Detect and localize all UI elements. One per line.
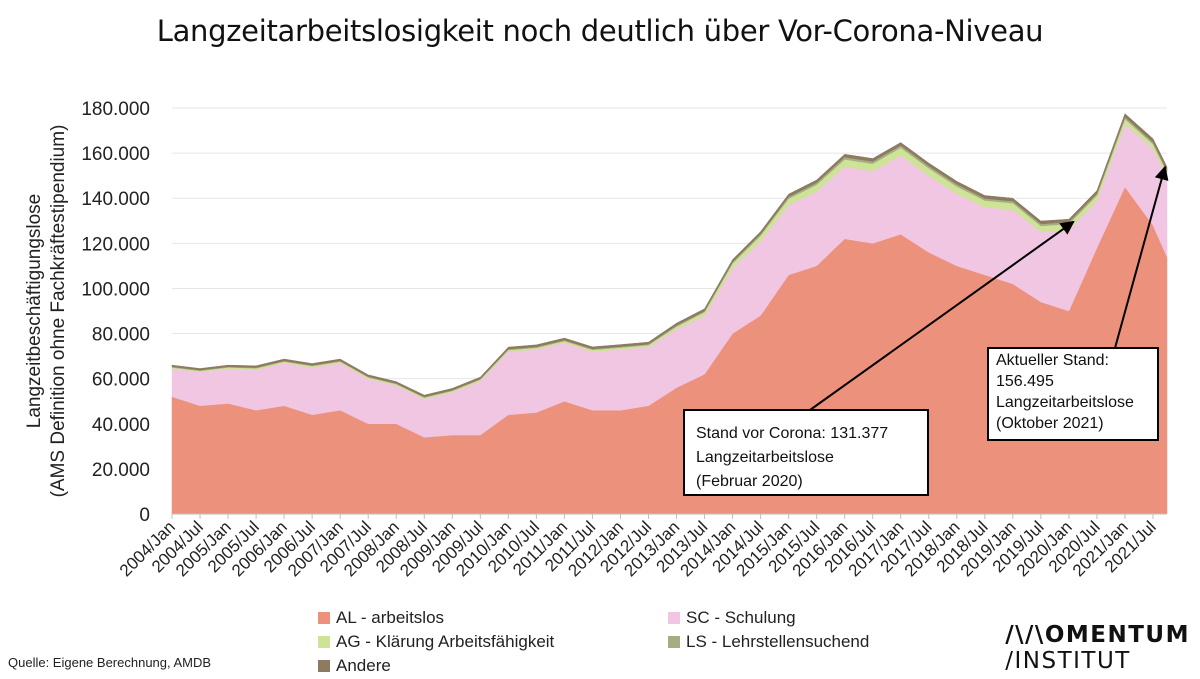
momentum-institut-logo: /\/\OMENTUM /INSTITUT: [1005, 622, 1190, 674]
logo-line-2: /INSTITUT: [1005, 648, 1131, 674]
y-tick-label: 40.000: [92, 415, 150, 436]
legend-swatch-al: [318, 612, 330, 624]
source-note: Quelle: Eigene Berechnung, AMDB: [8, 655, 212, 670]
annotation-text-aktuell: Langzeitarbeitslose: [996, 394, 1134, 411]
legend-swatch-ag: [318, 636, 330, 648]
y-tick-label: 100.000: [81, 279, 150, 300]
chart-title: Langzeitarbeitslosigkeit noch deutlich ü…: [156, 14, 1044, 48]
legend-item-andere: Andere: [318, 656, 391, 676]
y-tick-label: 60.000: [92, 370, 150, 391]
y-tick-label: 80.000: [92, 325, 150, 346]
annotation-text-vor-corona: Langzeitarbeitslose: [696, 449, 834, 466]
legend-swatch-andere: [318, 660, 330, 672]
legend-label-sc: SC - Schulung: [686, 608, 796, 627]
annotation-text-aktuell: (Oktober 2021): [996, 415, 1104, 432]
annotation-arrow-aktuell: [1114, 165, 1169, 349]
legend-label-andere: Andere: [336, 656, 391, 675]
annotation-text-aktuell: Aktueller Stand:: [996, 352, 1109, 369]
y-tick-label: 180.000: [81, 99, 150, 120]
y-tick-label: 0: [139, 505, 150, 526]
annotation-box-vor-corona: [683, 409, 929, 496]
legend-item-sc: SC - Schulung: [668, 608, 796, 628]
annotation-arrow-vor-corona: [809, 220, 1075, 411]
legend-item-al: AL - arbeitslos: [318, 608, 444, 628]
y-tick-label: 120.000: [81, 234, 150, 255]
y-tick-label: 20.000: [92, 460, 150, 481]
annotation-text-vor-corona: (Februar 2020): [696, 473, 803, 490]
legend-label-ls: LS - Lehrstellensuchend: [686, 632, 870, 651]
logo-line-1: /\/\OMENTUM: [1005, 622, 1190, 648]
annotation-text-aktuell: 156.495: [996, 373, 1054, 390]
annotation-box-aktuell: [987, 347, 1159, 441]
y-axis-label: Langzeitbeschäftigungslose: [24, 194, 45, 429]
legend-label-al: AL - arbeitslos: [336, 608, 445, 627]
y-tick-label: 140.000: [81, 189, 150, 210]
legend-label-ag: AG - Klärung Arbeitsfähigkeit: [336, 632, 555, 651]
annotation-text-vor-corona: Stand vor Corona: 131.377: [696, 425, 888, 442]
legend-swatch-ls: [668, 636, 680, 648]
legend-item-ag: AG - Klärung Arbeitsfähigkeit: [318, 632, 554, 652]
y-tick-label: 160.000: [81, 144, 150, 165]
legend-item-ls: LS - Lehrstellensuchend: [668, 632, 869, 652]
legend-swatch-sc: [668, 612, 680, 624]
y-axis-label-sub: (AMS Definition ohne Fachkräftestipendiu…: [48, 125, 69, 498]
